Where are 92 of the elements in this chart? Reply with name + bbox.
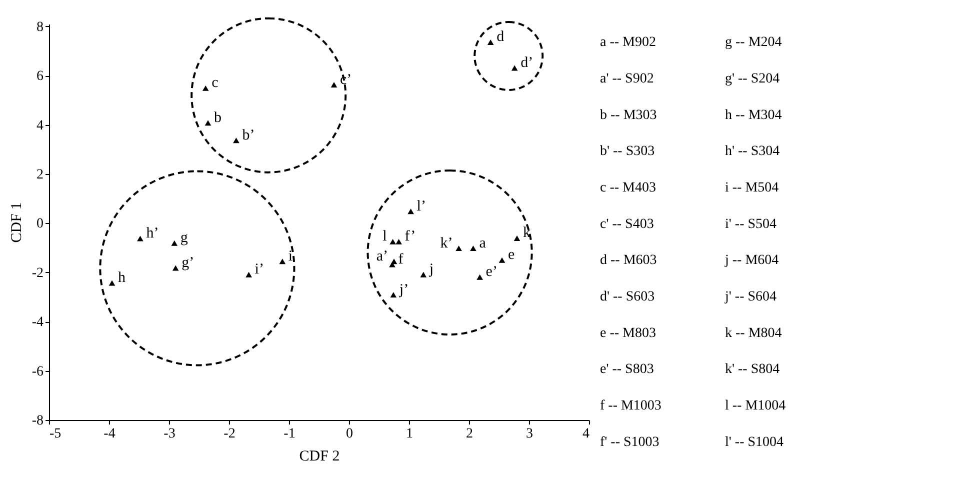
- point: [233, 138, 240, 144]
- y-tick-label: 8: [36, 20, 44, 35]
- text: e -- M803: [600, 326, 656, 341]
- point: [390, 238, 396, 244]
- annotation: g: [180, 230, 188, 246]
- text: d' -- S603: [600, 290, 655, 304]
- annotation: e’: [486, 264, 498, 280]
- text: a -- M902: [600, 35, 656, 50]
- annotation: i: [288, 248, 293, 264]
- y-tick-label: -2: [32, 266, 44, 281]
- y-tick-label: 2: [36, 168, 44, 183]
- point: [108, 280, 116, 286]
- point: [470, 246, 476, 252]
- point: [514, 235, 520, 241]
- annotation: k: [523, 225, 531, 242]
- point: [137, 236, 144, 242]
- x-tick-label: -5: [50, 426, 62, 442]
- point: [408, 208, 414, 214]
- text: a' -- S902: [600, 72, 654, 86]
- point: [330, 82, 338, 88]
- annotation: l: [382, 228, 387, 245]
- point: [202, 85, 209, 91]
- x-tick-label: 2: [466, 426, 473, 442]
- annotation: k’: [440, 235, 453, 252]
- text: c' -- S403: [600, 216, 654, 232]
- annotation: h: [118, 270, 126, 286]
- x-axis-title: CDF 2: [299, 448, 340, 464]
- text: h -- M304: [725, 108, 782, 123]
- y-tick-label: -4: [32, 315, 44, 330]
- text: f' -- S1003: [600, 434, 660, 450]
- text: g -- M204: [725, 35, 782, 50]
- annotation: j’: [398, 282, 409, 298]
- annotation: h’: [146, 225, 159, 242]
- x-tick-label: -1: [284, 426, 296, 442]
- text: f -- M1003: [600, 398, 662, 414]
- point: [204, 120, 212, 126]
- annotation: f: [398, 252, 404, 268]
- x-tick-label: 4: [582, 426, 590, 442]
- point: [420, 272, 427, 278]
- annotation: a: [479, 235, 486, 252]
- point: [171, 240, 178, 246]
- point: [390, 292, 397, 298]
- point: [487, 39, 494, 45]
- y-tick-label: -6: [32, 364, 44, 380]
- annotation: f’: [404, 228, 416, 245]
- x-tick-label: -2: [224, 426, 236, 442]
- text: i' -- S504: [725, 216, 777, 232]
- x-tick-label: 3: [526, 426, 533, 442]
- annotation: j: [428, 262, 434, 278]
- point: [456, 246, 462, 252]
- text: b' -- S303: [600, 144, 655, 160]
- annotation: d: [496, 29, 505, 46]
- x-tick-label: -3: [164, 426, 176, 442]
- point: [396, 238, 402, 244]
- point: [279, 258, 286, 264]
- x-tick-label: 0: [346, 426, 353, 442]
- point: [511, 65, 518, 71]
- x-tick-label: -4: [104, 426, 116, 442]
- y-tick-label: 6: [36, 69, 44, 84]
- text: e' -- S803: [600, 362, 654, 378]
- annotation: b’: [242, 127, 255, 144]
- x-tick-label: 1: [406, 426, 413, 442]
- y-tick-label: -8: [32, 414, 44, 428]
- annotation: e: [508, 247, 515, 264]
- text: k' -- S804: [725, 362, 780, 378]
- point: [246, 272, 252, 278]
- text: c -- M403: [600, 180, 656, 196]
- annotation: d’: [520, 55, 534, 72]
- point: [476, 274, 483, 280]
- text: j' -- S604: [724, 290, 777, 304]
- annotation: b: [214, 110, 222, 126]
- point: [390, 258, 398, 264]
- annotation: i’: [254, 262, 264, 278]
- text: k -- M804: [725, 326, 782, 341]
- annotation: l’: [416, 198, 426, 214]
- text: d -- M603: [600, 253, 657, 268]
- annotation: c: [212, 75, 219, 92]
- text: g' -- S204: [725, 72, 780, 86]
- annotation: g’: [182, 254, 194, 271]
- text: l -- M1004: [725, 398, 786, 414]
- text: l' -- S1004: [725, 434, 784, 450]
- annotation: c’: [340, 72, 352, 88]
- text: i -- M504: [725, 180, 779, 196]
- text: j -- M604: [724, 253, 779, 268]
- annotation: a’: [376, 248, 388, 264]
- y-axis-title: CDF 1: [8, 202, 25, 243]
- point: [172, 265, 179, 271]
- y-tick-label: 0: [36, 216, 44, 232]
- y-tick-label: 4: [36, 118, 44, 134]
- point: [498, 257, 506, 263]
- text: h' -- S304: [725, 144, 780, 160]
- text: b -- M303: [600, 108, 657, 123]
